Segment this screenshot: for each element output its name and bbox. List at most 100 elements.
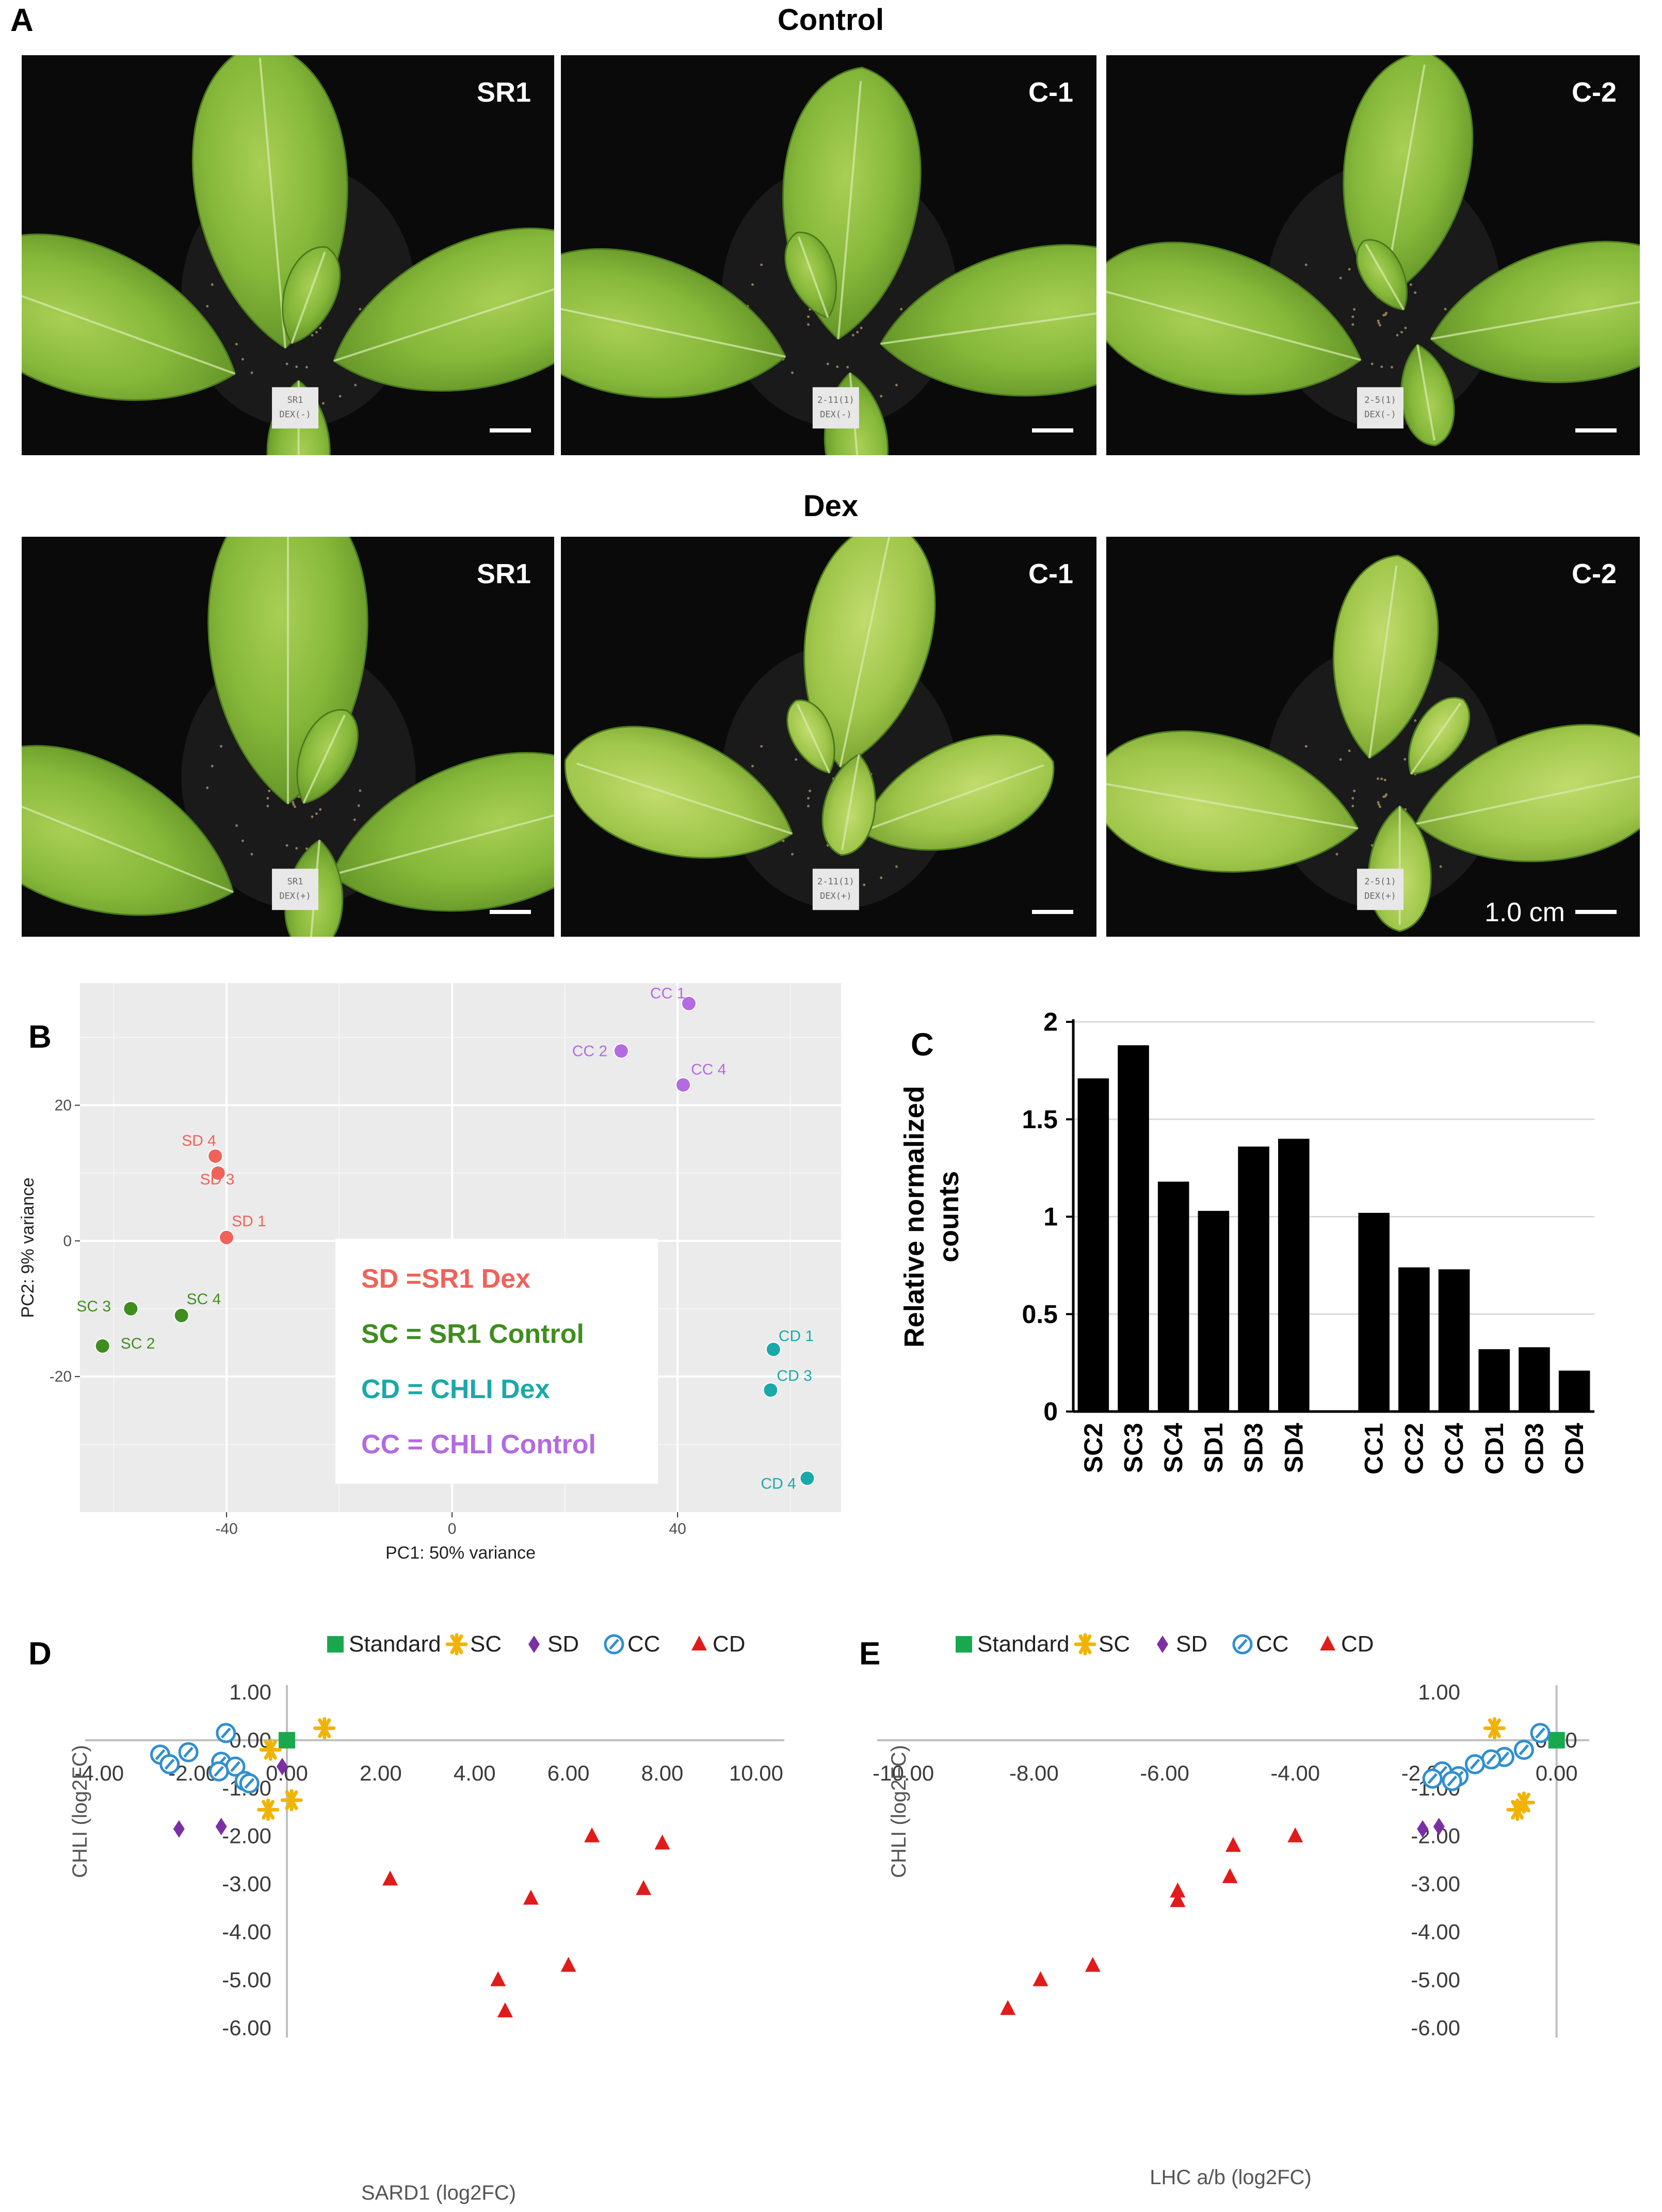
point-cd-5 — [584, 1827, 600, 1842]
bar-y-tick: 2 — [1043, 1007, 1058, 1036]
scatter-y-tick: -3.00 — [222, 1872, 271, 1896]
bar-x-tick-cc2: CC2 — [1399, 1423, 1428, 1474]
plant-photo-1-1: 2-11(1) DEX(+) C-1 — [561, 537, 1096, 937]
pca-x-tick: 40 — [669, 1520, 686, 1537]
pca-point-label: SC 2 — [121, 1335, 155, 1352]
point-cd-6 — [1222, 1868, 1238, 1883]
pot-tag-line: DEX(-) — [820, 409, 851, 420]
point-cd-3 — [523, 1889, 539, 1905]
bar-sd3 — [1238, 1146, 1269, 1412]
panel-d-letter: D — [28, 1636, 52, 1672]
point-sd-1 — [173, 1820, 185, 1838]
point-sd-0 — [1417, 1820, 1429, 1838]
bar-x-tick-sc3: SC3 — [1119, 1423, 1148, 1473]
point-cc-4 — [1464, 1754, 1485, 1774]
pot-tag-line: DEX(-) — [279, 409, 311, 420]
bar-sc4 — [1157, 1181, 1189, 1412]
pca-point-sd3 — [210, 1165, 226, 1181]
point-sc-1 — [259, 1738, 282, 1761]
bar-x-tick-sd3: SD3 — [1239, 1423, 1268, 1473]
scatter-y-label: CHLI (log2FC) — [69, 1745, 91, 1878]
scatter-y-label: CHLI (log2FC) — [888, 1745, 910, 1878]
bar-x-tick-cd1: CD1 — [1480, 1423, 1509, 1474]
pca-point-label: CD 3 — [777, 1367, 812, 1384]
scatter-y-tick: -6.00 — [222, 2015, 271, 2040]
pot-tag: 2-11(1) DEX(-) — [812, 387, 859, 429]
pca-x-tick: 0 — [448, 1520, 457, 1537]
point-cc-7 — [239, 1773, 260, 1793]
scatter-legend: Standard SC SD CC CD — [327, 1631, 746, 1657]
bar-x-tick-cd3: CD3 — [1520, 1423, 1548, 1474]
pca-y-tick: -20 — [50, 1368, 72, 1385]
scale-bar — [1032, 428, 1073, 432]
legend-entry-cc: CC — [1256, 1631, 1289, 1657]
scatter-x-tick: -8.00 — [1009, 1761, 1059, 1785]
plant-photo-0-2: 2-5(1) DEX(-) C-2 — [1106, 55, 1640, 455]
scatter-y-tick: -3.00 — [1411, 1872, 1460, 1896]
bar-x-tick-sd1: SD1 — [1199, 1423, 1228, 1473]
panel-d-scatter: -4.00 -2.00 0.00 2.00 4.00 6.00 8.00 10.001.000… — [69, 1631, 784, 2204]
point-sc-2 — [280, 1789, 303, 1812]
pca-legend-entry-sd: SD =SR1 Dex — [361, 1264, 530, 1294]
bar-x-tick-sd4: SD4 — [1279, 1423, 1308, 1473]
bar-y-tick: 1.5 — [1022, 1105, 1058, 1134]
legend-entry-sd: SD — [1176, 1631, 1207, 1657]
scale-label: 1.0 cm — [1484, 897, 1565, 927]
pot-tag-line: DEX(+) — [1364, 891, 1396, 901]
scale-bar — [1575, 910, 1617, 914]
photo-label: SR1 — [477, 77, 531, 108]
pot-tag-line: SR1 — [287, 395, 303, 405]
scatter-x-tick: 0.00 — [1536, 1761, 1578, 1785]
bar-cc1 — [1358, 1212, 1390, 1412]
row-title-control: Control — [778, 3, 884, 37]
pca-point-cd1 — [765, 1341, 781, 1357]
scatter-x-tick: 2.00 — [360, 1761, 402, 1785]
point-cc-7 — [1442, 1771, 1462, 1791]
scatter-x-tick: 8.00 — [641, 1761, 684, 1785]
scatter-y-tick: -4.00 — [222, 1920, 271, 1944]
point-sc-0 — [1483, 1717, 1506, 1740]
pot-tag: SR1 DEX(+) — [272, 869, 319, 910]
plant-photo-0-0: SR1 DEX(-) SR1 — [22, 55, 554, 455]
point-sd-1 — [1433, 1818, 1445, 1836]
legend-marker-sc — [445, 1633, 468, 1656]
pca-point-sd4 — [207, 1148, 223, 1164]
bar-x-tick-cd4: CD4 — [1560, 1423, 1589, 1474]
point-cc-0 — [1530, 1723, 1551, 1743]
point-cc-1 — [178, 1742, 199, 1762]
scatter-x-tick: -10.00 — [873, 1761, 934, 1785]
pca-point-label: CD 4 — [761, 1475, 796, 1492]
point-cc-1 — [1513, 1739, 1534, 1760]
pot-tag-line: SR1 — [287, 876, 303, 887]
bar-sd1 — [1198, 1211, 1230, 1412]
scatter-y-tick: -4.00 — [1411, 1920, 1460, 1944]
bar-x-tick-cc1: CC1 — [1360, 1423, 1389, 1474]
scatter-y-tick: 1.00 — [229, 1680, 271, 1704]
scatter-y-tick: -5.00 — [1411, 1967, 1460, 1992]
pot-tag-line: 2-11(1) — [817, 395, 854, 405]
panel-b-letter: B — [28, 1019, 52, 1055]
point-cd-0 — [1000, 2000, 1016, 2015]
point-cd-7 — [654, 1834, 670, 1850]
bar-cd4 — [1558, 1370, 1590, 1412]
pca-point-sc2 — [94, 1338, 110, 1354]
legend-marker-cc — [1232, 1634, 1253, 1655]
scatter-x-tick: -6.00 — [1140, 1761, 1189, 1785]
bar-sd4 — [1278, 1139, 1310, 1412]
point-sc-2 — [1506, 1799, 1529, 1821]
legend-entry-cc: CC — [627, 1631, 660, 1657]
point-cd-1 — [1032, 1971, 1048, 1986]
pca-point-label: CD 1 — [779, 1328, 814, 1345]
pca-point-label: CC 1 — [650, 985, 685, 1002]
plant-leaves — [22, 55, 554, 455]
pca-legend-entry-cc: CC = CHLI Control — [361, 1430, 596, 1460]
panel-c-letter: C — [911, 1027, 934, 1063]
point-cd-1 — [490, 1971, 506, 1986]
photo-label: C-1 — [1028, 558, 1073, 589]
scatter-x-tick: 0.00 — [266, 1761, 308, 1785]
point-cd-4 — [560, 1957, 576, 1972]
point-cd-2 — [497, 2002, 513, 2017]
legend-marker-standard — [327, 1636, 344, 1653]
bar-x-tick-cc4: CC4 — [1440, 1423, 1469, 1474]
pca-point-sc4 — [173, 1307, 189, 1323]
